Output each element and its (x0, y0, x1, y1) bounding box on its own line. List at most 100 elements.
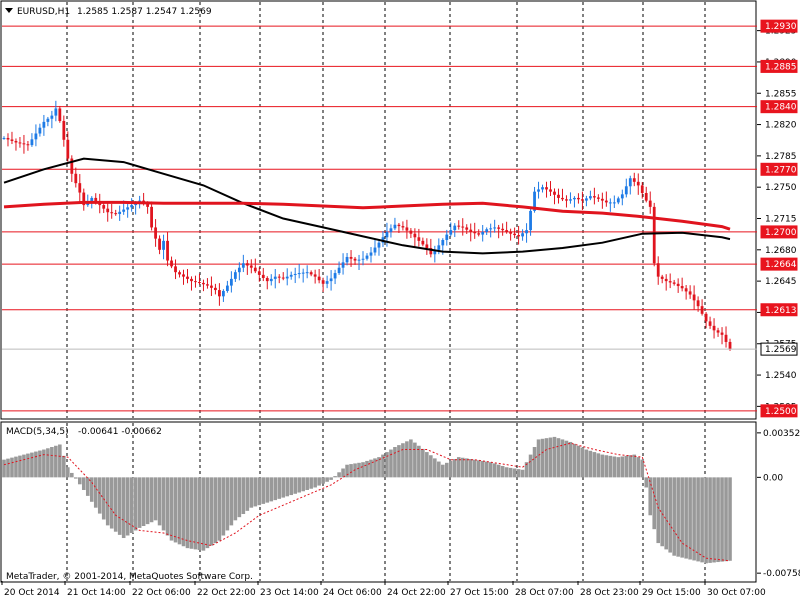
horizontal-levels[interactable] (2, 25, 757, 412)
macd-bar (480, 460, 485, 478)
candle-body (233, 272, 237, 279)
macd-bar (145, 477, 150, 525)
macd-bar (369, 459, 373, 478)
price-tag-label: 1.2770 (765, 165, 797, 175)
macd-values: -0.00641 -0.00662 (78, 427, 162, 437)
macd-bar (113, 477, 118, 532)
candle-body (433, 249, 437, 255)
candle-body (265, 277, 269, 282)
candle-body (10, 139, 14, 141)
candle-body (218, 290, 221, 297)
candle-body (6, 137, 10, 140)
candle-body (421, 240, 425, 245)
macd-bar (684, 477, 688, 559)
candle-body (206, 284, 209, 286)
candle-body (620, 194, 624, 199)
candle-body (162, 240, 165, 250)
macd-bar (460, 457, 465, 478)
price-tag (760, 303, 798, 317)
macd-bar (89, 477, 94, 502)
macd-bar (672, 477, 676, 556)
macd-bar (664, 477, 668, 550)
candle-body (126, 207, 130, 210)
candle-body (78, 183, 82, 193)
candle-body (38, 127, 42, 134)
candle-body (361, 258, 365, 260)
macd-bar (153, 477, 158, 521)
price-tick-label: 1.2645 (765, 277, 797, 287)
macd-bar (125, 477, 130, 536)
macd-bar (452, 459, 457, 478)
candle-body (285, 276, 289, 279)
candle-body (66, 139, 70, 159)
macd-bar (50, 447, 54, 478)
candle-body (449, 230, 453, 235)
candle-body (114, 213, 118, 215)
macd-tick-label: -0.00758 (763, 569, 800, 579)
macd-bar (568, 441, 573, 478)
price-tag (760, 100, 798, 114)
macd-bar (688, 477, 692, 560)
candle-body (596, 197, 600, 199)
macd-bar (305, 477, 309, 490)
candle-body (62, 120, 66, 140)
candle-body (604, 200, 608, 203)
candle-body (441, 239, 445, 246)
candle-body (493, 227, 497, 229)
time-tick-label: 28 Oct 07:00 (515, 588, 574, 598)
candle-body (377, 242, 381, 248)
candle-body (122, 209, 126, 212)
price-tag (760, 162, 798, 176)
candle-body (54, 108, 58, 116)
macd-bar (229, 477, 234, 526)
macd-bar (54, 445, 58, 478)
candle-body (569, 199, 572, 201)
macd-bar (109, 477, 114, 529)
price-tag (760, 257, 798, 271)
macd-bar (620, 456, 625, 478)
price-tick-label: 1.2540 (765, 371, 797, 381)
candle-body (18, 142, 22, 144)
candle-body (680, 286, 684, 289)
macd-bar (504, 467, 509, 478)
candle-body (517, 235, 520, 237)
candle-body (612, 202, 616, 204)
candle-body (110, 212, 114, 214)
candle-body (708, 321, 712, 326)
candle-body (14, 140, 18, 143)
candle-body (225, 285, 229, 291)
candle-body (589, 196, 592, 199)
dropdown-arrow-icon[interactable] (5, 8, 13, 13)
candle-body (461, 226, 465, 228)
macd-bar (257, 477, 262, 506)
candle-body (429, 248, 433, 255)
macd-bar (441, 464, 445, 478)
macd-bar (500, 465, 505, 478)
macd-bar (361, 462, 365, 478)
candle-body (469, 229, 473, 232)
macd-bar (680, 477, 684, 558)
macd-bar (520, 469, 525, 478)
candle-body (485, 229, 489, 232)
macd-indicator (2, 436, 732, 564)
macd-bar (161, 477, 166, 531)
macd-bar (632, 454, 637, 478)
candle-body (393, 224, 397, 229)
macd-bar (149, 477, 154, 523)
candle-body (696, 300, 700, 307)
macd-bar (464, 458, 469, 478)
candle-body (329, 278, 333, 282)
candle-body (178, 272, 181, 275)
candle-body (565, 199, 568, 201)
candle-body (577, 197, 580, 200)
macd-bar (488, 462, 493, 478)
macd-bar (540, 438, 545, 478)
candle-body (477, 233, 481, 235)
macd-bar (381, 454, 385, 478)
macd-bar (612, 456, 617, 478)
candle-body (676, 283, 680, 287)
price-tag-label: 1.2700 (765, 228, 797, 238)
candle-body (521, 233, 524, 237)
